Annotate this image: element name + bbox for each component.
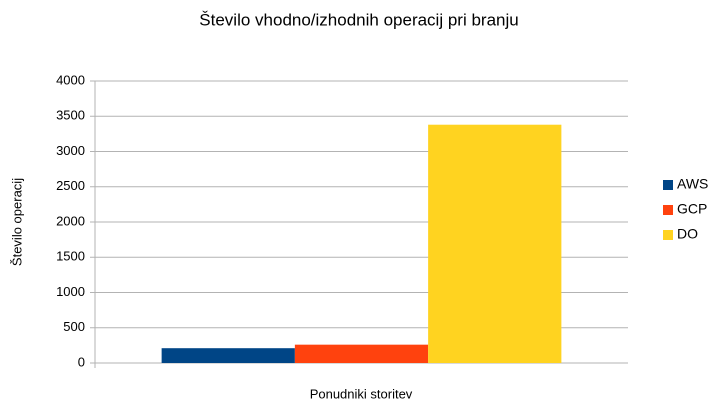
bar — [294, 344, 429, 363]
y-tick-label: 2000 — [56, 213, 85, 228]
x-axis-label: Ponudniki storitev — [310, 386, 413, 401]
y-tick-label: 3500 — [56, 108, 85, 123]
y-axis-label: Število operacij — [9, 178, 24, 266]
y-tick-label: 1000 — [56, 284, 85, 299]
legend-label: GCP — [677, 201, 707, 217]
chart-title: Število vhodno/izhodnih operacij pri bra… — [199, 10, 518, 29]
legend-swatch — [663, 205, 673, 215]
y-tick-label: 3000 — [56, 143, 85, 158]
y-tick-label: 2500 — [56, 178, 85, 193]
bar — [161, 348, 295, 363]
y-tick-label: 4000 — [56, 72, 85, 87]
bar — [428, 124, 562, 364]
y-tick-label: 500 — [63, 319, 85, 334]
legend-label: DO — [677, 226, 698, 242]
y-tick-label: 1500 — [56, 249, 85, 264]
legend-swatch — [663, 180, 673, 190]
legend-swatch — [663, 230, 673, 240]
legend-label: AWS — [677, 176, 708, 192]
y-tick-label: 0 — [78, 354, 85, 369]
